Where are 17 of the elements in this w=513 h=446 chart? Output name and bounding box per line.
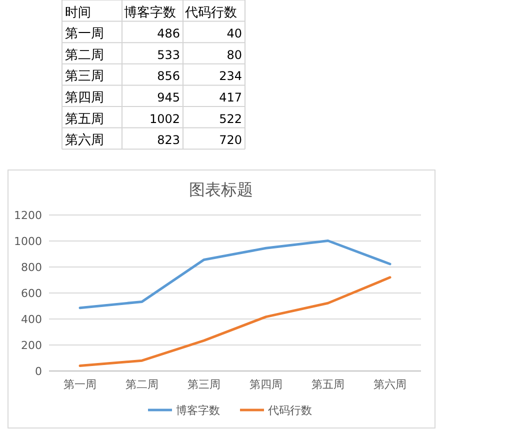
x-tick-label: 第四周 — [250, 378, 282, 391]
y-tick-label: 1200 — [14, 209, 42, 222]
y-tick-label: 800 — [21, 261, 42, 274]
y-tick-label: 1000 — [14, 235, 42, 248]
y-tick-label: 0 — [35, 365, 42, 378]
y-tick-label: 600 — [21, 287, 42, 300]
x-tick-label: 第一周 — [64, 378, 96, 391]
y-tick-label: 200 — [21, 339, 42, 352]
x-tick-label: 第六周 — [374, 378, 406, 391]
y-tick-label: 400 — [21, 313, 42, 326]
data-table: 时间 博客字数 代码行数 第一周 486 40 第二周 533 80 第三周 856 234 第四周 945 417 第五周 1002 522 第六周 823 720 — [62, 0, 246, 150]
x-tick-label: 第三周 — [188, 378, 220, 391]
legend-label: 代码行数 — [267, 404, 312, 417]
legend-label: 博客字数 — [176, 404, 220, 417]
x-tick-label: 第二周 — [126, 378, 158, 391]
x-tick-label: 第五周 — [312, 378, 344, 391]
chart-title: 图表标题 — [189, 180, 253, 199]
